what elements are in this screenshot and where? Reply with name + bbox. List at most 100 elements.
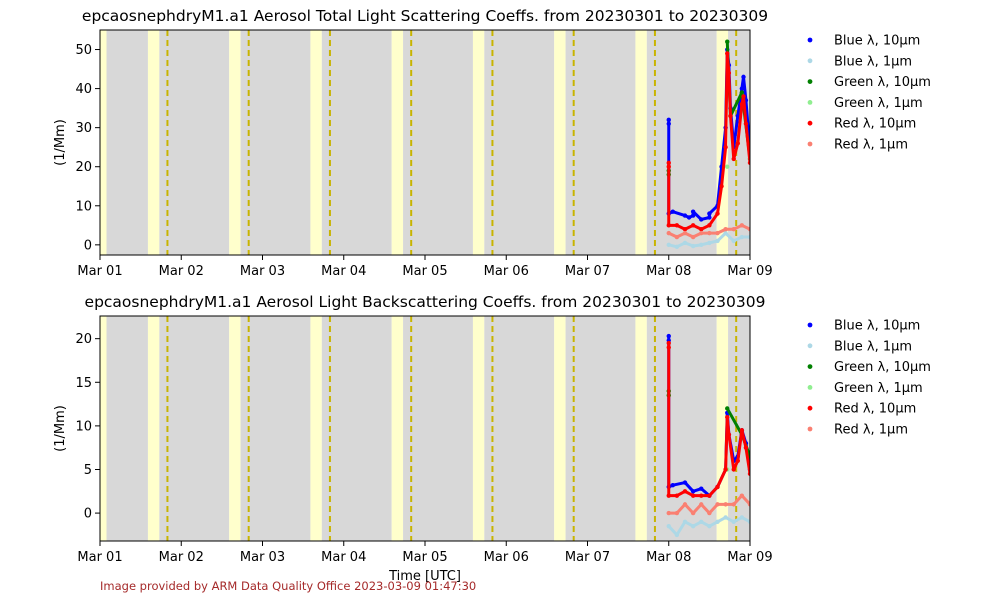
data-point <box>821 227 825 231</box>
data-trace <box>748 454 750 460</box>
night-band <box>240 316 311 541</box>
data-trace <box>766 194 770 200</box>
data-point <box>788 209 792 213</box>
data-trace <box>725 406 744 437</box>
night-band <box>159 316 230 541</box>
data-point <box>756 227 760 231</box>
data-point <box>826 211 830 215</box>
data-trace <box>799 229 807 233</box>
data-trace <box>732 141 740 161</box>
x-tick-label: Mar 06 <box>484 264 529 279</box>
night-band <box>100 30 148 255</box>
legend-label: Green λ, 10μm <box>834 75 931 90</box>
legend-label: Blue λ, 1μm <box>834 54 912 69</box>
plot-area <box>100 30 830 255</box>
y-axis-label: (1/Mm) <box>53 405 68 452</box>
legend-marker <box>807 120 813 126</box>
y-tick-label: 0 <box>84 238 92 253</box>
data-trace <box>729 114 736 161</box>
data-point <box>826 204 830 208</box>
data-point <box>760 196 764 200</box>
day-band <box>554 316 566 541</box>
x-tick-label: Mar 03 <box>240 550 285 565</box>
data-point <box>756 235 760 239</box>
data-trace <box>815 212 823 214</box>
day-band <box>391 30 404 255</box>
data-point <box>813 200 817 204</box>
data-trace <box>667 524 679 537</box>
data-trace <box>691 520 703 528</box>
plot-area <box>100 316 830 541</box>
data-point <box>725 164 730 169</box>
data-point <box>756 157 760 161</box>
data-point <box>764 524 768 528</box>
series-5 <box>666 340 830 498</box>
series-6 <box>666 223 825 240</box>
data-trace <box>758 504 766 508</box>
data-trace <box>748 144 750 161</box>
data-trace <box>758 151 762 198</box>
data-point <box>776 202 780 206</box>
data-trace <box>720 145 728 188</box>
chart-panel-1: 0 10 20 30 40 50 Mar 01 Mar 02 Mar 03 Mar 04 Mar 0… <box>53 7 931 279</box>
data-trace <box>783 483 791 487</box>
series-6 <box>666 493 817 516</box>
data-trace <box>758 229 766 233</box>
data-point <box>826 485 830 489</box>
data-point <box>772 502 776 506</box>
data-trace <box>807 483 815 487</box>
data-point <box>805 502 809 506</box>
data-trace <box>725 51 731 75</box>
data-point <box>826 480 830 484</box>
data-point <box>788 502 792 506</box>
day-band <box>147 316 160 541</box>
data-trace <box>691 223 703 231</box>
data-trace <box>823 522 828 526</box>
data-point <box>805 207 809 211</box>
data-trace <box>807 239 815 241</box>
data-point <box>772 207 776 211</box>
data-trace <box>799 504 807 508</box>
data-trace <box>766 206 774 210</box>
data-trace <box>740 428 748 450</box>
data-point <box>797 480 801 484</box>
data-trace <box>748 149 750 165</box>
data-point <box>797 485 801 489</box>
legend: Blue λ, 10μm Blue λ, 1μm Green λ, 10μm Gree… <box>807 34 931 153</box>
data-trace <box>766 237 774 241</box>
legend-marker <box>807 141 813 147</box>
data-trace <box>762 478 766 482</box>
day-band <box>310 316 322 541</box>
data-point <box>752 184 756 188</box>
data-trace <box>691 210 703 221</box>
data-point <box>788 502 792 506</box>
night-band <box>484 30 555 255</box>
data-trace <box>671 210 687 218</box>
data-point <box>784 204 788 208</box>
data-point <box>813 231 817 235</box>
data-trace <box>799 483 807 487</box>
data-trace <box>675 520 687 537</box>
data-point <box>821 202 825 206</box>
data-trace <box>787 206 791 210</box>
legend-marker <box>807 426 813 432</box>
data-point <box>813 502 817 506</box>
data-trace <box>725 415 731 437</box>
night-band <box>646 316 717 541</box>
data-trace <box>795 202 799 206</box>
data-trace <box>707 485 719 498</box>
data-point <box>768 192 772 196</box>
data-trace <box>699 502 711 515</box>
data-trace <box>683 520 695 528</box>
data-point <box>753 133 757 137</box>
data-trace <box>807 487 815 491</box>
data-trace <box>815 522 823 526</box>
data-point <box>813 485 817 489</box>
data-trace <box>799 239 807 241</box>
y-tick-label: 30 <box>75 121 92 136</box>
data-trace <box>675 231 687 239</box>
data-point <box>788 480 792 484</box>
data-trace <box>675 489 687 498</box>
data-point <box>797 524 801 528</box>
data-point <box>805 204 809 208</box>
